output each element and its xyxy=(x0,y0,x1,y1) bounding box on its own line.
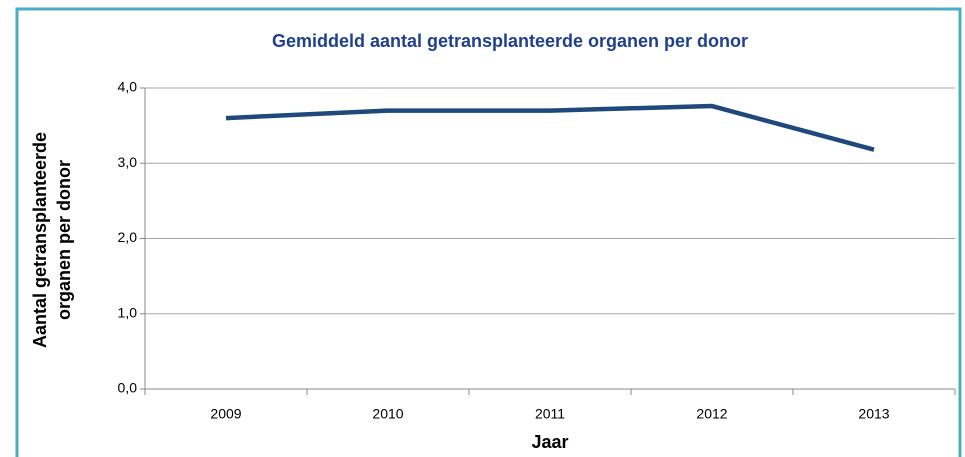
x-tick-label: 2011 xyxy=(535,406,565,422)
y-tick-label: 2,0 xyxy=(118,229,138,245)
y-tick-label: 1,0 xyxy=(118,304,138,320)
chart-title: Gemiddeld aantal getransplanteerde organ… xyxy=(272,31,748,51)
x-tick-label: 2013 xyxy=(858,406,889,422)
x-tick-label: 2010 xyxy=(372,406,403,422)
y-tick-label: 0,0 xyxy=(118,380,138,396)
x-tick-label: 2009 xyxy=(210,406,241,422)
y-axis-label-line: organen per donor xyxy=(54,160,74,320)
series-line xyxy=(225,103,875,152)
y-tick-label: 3,0 xyxy=(118,154,138,170)
x-axis-label: Jaar xyxy=(531,432,568,452)
chart-border xyxy=(15,7,962,457)
y-axis-label: Aantal getransplanteerde organen per dono… xyxy=(30,132,74,348)
y-axis-label-line: Aantal getransplanteerde xyxy=(30,132,50,348)
x-tick-label: 2012 xyxy=(696,406,727,422)
y-tick-label: 4,0 xyxy=(118,79,138,95)
